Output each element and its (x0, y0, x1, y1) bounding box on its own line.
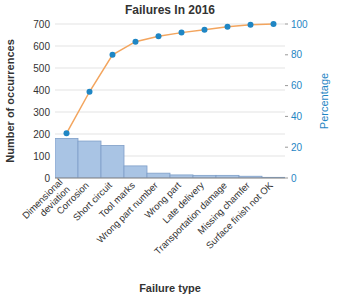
x-axis-title: Failure type (139, 282, 201, 294)
y-tick-label: 200 (33, 129, 50, 140)
y-tick-label: 700 (33, 19, 50, 30)
marker (248, 22, 254, 28)
y2-tick (285, 178, 288, 179)
y-tick-label: 0 (44, 173, 50, 184)
y2-tick-label: 40 (291, 111, 303, 122)
y-tick-label: 600 (33, 41, 50, 52)
marker (87, 89, 93, 95)
grid-line (55, 134, 285, 135)
bar (55, 138, 78, 178)
y2-tick (285, 116, 288, 117)
y2-tick-label: 60 (291, 80, 303, 91)
grid-line (55, 178, 285, 179)
y-tick-label: 500 (33, 63, 50, 74)
marker (271, 21, 277, 27)
bar (147, 173, 170, 178)
y-axis-title: Number of occurrences (4, 39, 16, 162)
y-tick-label: 400 (33, 85, 50, 96)
grid-line (55, 112, 285, 113)
bar (78, 141, 101, 178)
marker (225, 24, 231, 30)
line (67, 24, 274, 133)
y-tick-label: 100 (33, 151, 50, 162)
marker (110, 52, 116, 58)
y2-axis-title: Percentage (318, 73, 330, 129)
title: Failures In 2016 (125, 3, 215, 17)
x-tick-label: Surface finish not OK (204, 179, 276, 251)
y2-tick-label: 100 (291, 19, 308, 30)
y-tick-label: 300 (33, 107, 50, 118)
y2-tick (285, 147, 288, 148)
x-axis-line (55, 178, 285, 179)
chart: Failures In 2016 0 100 200 300 400 500 600 700 0 2… (0, 0, 340, 300)
y2-tick (285, 24, 288, 25)
y2-tick-label: 0 (291, 173, 297, 184)
grid-line (55, 68, 285, 69)
grid-line (55, 46, 285, 47)
y2-tick-label: 20 (291, 142, 303, 153)
marker (64, 130, 70, 136)
y2-tick (285, 85, 288, 86)
plot-marks (55, 21, 285, 178)
marker (202, 27, 208, 33)
marker (133, 39, 139, 45)
bar (101, 145, 124, 178)
y2-tick (285, 54, 288, 55)
marker (179, 30, 185, 36)
marker (156, 33, 162, 39)
y2-tick-label: 80 (291, 49, 303, 60)
bar (124, 166, 147, 178)
